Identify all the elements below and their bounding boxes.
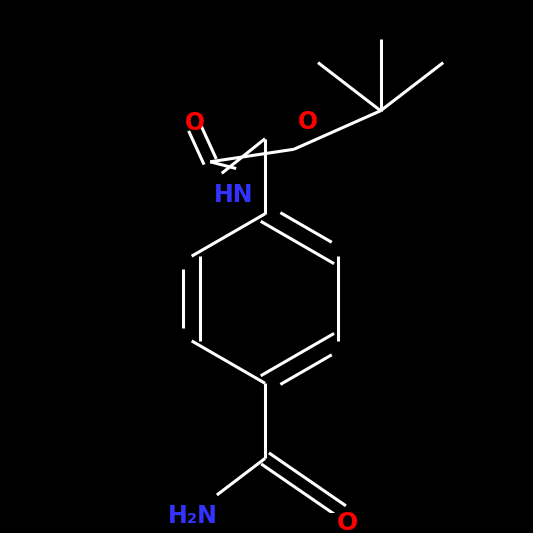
Text: O: O: [336, 511, 358, 533]
Text: O: O: [185, 111, 205, 135]
Text: H₂N: H₂N: [168, 504, 218, 528]
Text: HN: HN: [214, 182, 253, 206]
Text: O: O: [298, 110, 318, 134]
